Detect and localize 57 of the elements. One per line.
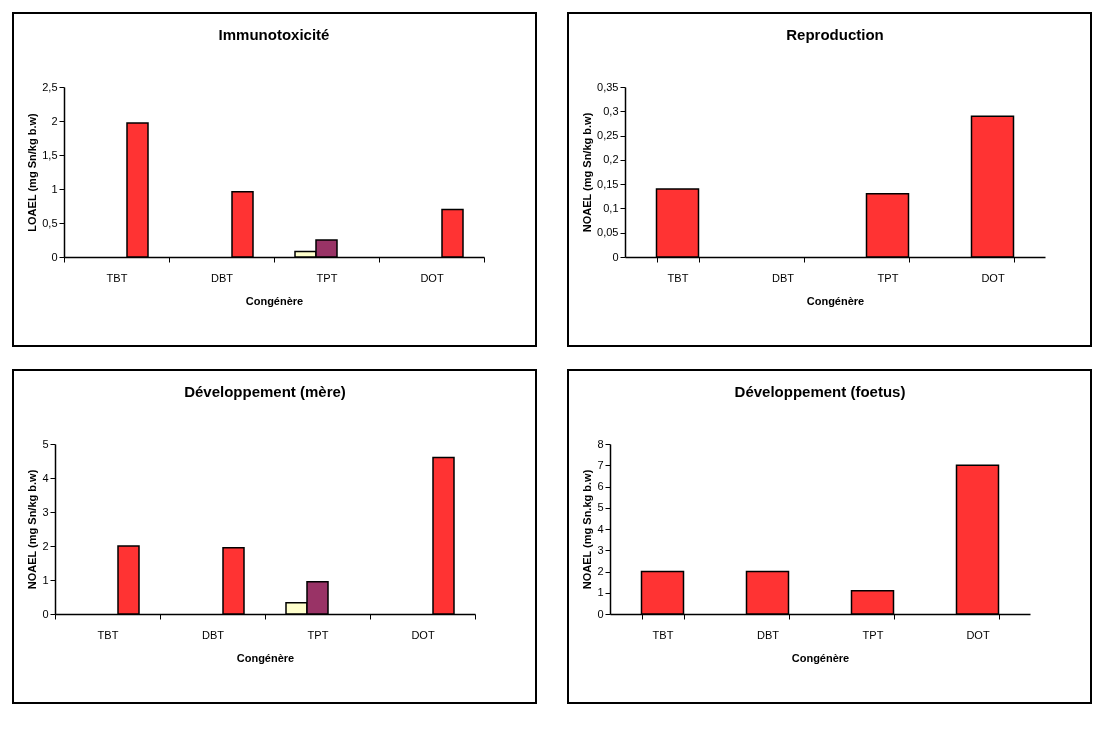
y-tick-label: 1 bbox=[42, 573, 49, 586]
y-tick-label: 0,25 bbox=[597, 129, 619, 142]
y-tick-label: 2,5 bbox=[42, 80, 58, 93]
y-axis-title: NOAEL (mg Sn.kg b.w) bbox=[581, 469, 594, 590]
x-axis-title: Congénère bbox=[791, 651, 850, 664]
y-tick-label: 5 bbox=[597, 501, 604, 514]
y-tick-label: 7 bbox=[597, 458, 604, 471]
y-tick-label: 0,05 bbox=[597, 226, 619, 239]
y-tick-label: 0 bbox=[42, 607, 49, 620]
y-axis-title: NOAEL (mg Sn/kg b.w) bbox=[581, 112, 594, 233]
x-tick-label: TBT bbox=[652, 628, 674, 641]
y-tick-label: 0,1 bbox=[603, 201, 619, 214]
y-tick-label: 3 bbox=[42, 505, 49, 518]
x-tick-label: TBT bbox=[667, 271, 689, 284]
y-tick-label: 0,3 bbox=[603, 104, 619, 117]
y-tick-label: 0 bbox=[597, 607, 604, 620]
x-tick-label: TPT bbox=[316, 271, 338, 284]
y-tick-label: 1 bbox=[597, 586, 604, 599]
x-tick-label: DOT bbox=[411, 628, 435, 641]
x-tick-label: DOT bbox=[981, 271, 1005, 284]
y-axis-title: NOAEL (mg Sn/kg b.w) bbox=[26, 469, 39, 590]
y-tick-label: 6 bbox=[597, 480, 604, 492]
x-tick-label: DOT bbox=[420, 271, 444, 284]
y-tick-label: 0,2 bbox=[603, 153, 619, 166]
y-tick-label: 1 bbox=[51, 182, 58, 195]
y-tick-label: 2 bbox=[42, 539, 49, 552]
x-tick-label: DBT bbox=[772, 271, 795, 284]
x-tick-label: DBT bbox=[757, 628, 780, 641]
y-tick-label: 4 bbox=[597, 522, 604, 535]
x-axis-title: Congénère bbox=[236, 651, 295, 664]
x-tick-label: TBT bbox=[97, 628, 119, 641]
x-tick-label: TPT bbox=[307, 628, 329, 641]
y-tick-label: 3 bbox=[597, 543, 604, 556]
y-tick-label: 0,5 bbox=[42, 216, 58, 229]
x-tick-label: TPT bbox=[862, 628, 884, 641]
y-tick-label: 5 bbox=[42, 437, 49, 450]
chart-title: Développement (mère) bbox=[184, 383, 346, 400]
x-tick-label: DBT bbox=[202, 628, 225, 641]
chart-title: Immunotoxicité bbox=[218, 26, 330, 43]
y-tick-label: 0 bbox=[51, 250, 58, 263]
y-tick-label: 0,35 bbox=[597, 80, 619, 93]
chart-title: Reproduction bbox=[786, 26, 884, 43]
x-axis-title: Congénère bbox=[806, 294, 865, 307]
chart-title: Développement (foetus) bbox=[734, 383, 906, 400]
y-tick-label: 0 bbox=[612, 250, 619, 263]
x-tick-label: TBT bbox=[106, 271, 128, 284]
y-tick-label: 1,5 bbox=[42, 148, 58, 161]
y-axis-title: LOAEL (mg Sn/kg b.w) bbox=[26, 112, 39, 232]
y-tick-label: 8 bbox=[597, 437, 604, 450]
y-tick-label: 0,15 bbox=[597, 177, 619, 190]
x-tick-label: DBT bbox=[211, 271, 234, 284]
x-tick-label: DOT bbox=[966, 628, 990, 641]
x-tick-label: TPT bbox=[877, 271, 899, 284]
y-tick-label: 4 bbox=[42, 471, 49, 484]
x-axis-title: Congénère bbox=[245, 294, 304, 307]
y-tick-label: 2 bbox=[51, 114, 58, 127]
y-tick-label: 2 bbox=[597, 565, 604, 577]
